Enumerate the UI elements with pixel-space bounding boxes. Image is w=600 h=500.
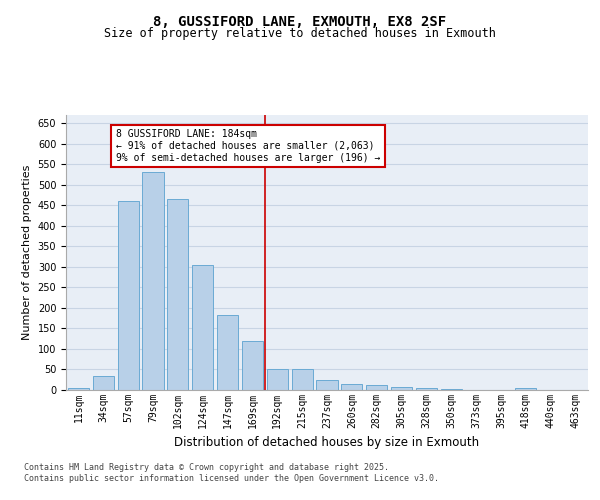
Bar bbox=[167, 199, 188, 390]
Bar bbox=[391, 386, 412, 390]
Text: Contains HM Land Registry data © Crown copyright and database right 2025.: Contains HM Land Registry data © Crown c… bbox=[24, 462, 389, 471]
Bar bbox=[441, 389, 462, 390]
Bar bbox=[267, 370, 288, 390]
Text: 8, GUSSIFORD LANE, EXMOUTH, EX8 2SF: 8, GUSSIFORD LANE, EXMOUTH, EX8 2SF bbox=[154, 15, 446, 29]
Bar bbox=[416, 388, 437, 390]
Bar bbox=[242, 340, 263, 390]
Bar bbox=[292, 370, 313, 390]
Text: Contains public sector information licensed under the Open Government Licence v3: Contains public sector information licen… bbox=[24, 474, 439, 483]
Text: 8 GUSSIFORD LANE: 184sqm
← 91% of detached houses are smaller (2,063)
9% of semi: 8 GUSSIFORD LANE: 184sqm ← 91% of detach… bbox=[116, 130, 380, 162]
Bar bbox=[217, 316, 238, 390]
Text: Size of property relative to detached houses in Exmouth: Size of property relative to detached ho… bbox=[104, 28, 496, 40]
Bar bbox=[366, 385, 387, 390]
Bar bbox=[142, 172, 164, 390]
Y-axis label: Number of detached properties: Number of detached properties bbox=[22, 165, 32, 340]
Bar bbox=[118, 201, 139, 390]
X-axis label: Distribution of detached houses by size in Exmouth: Distribution of detached houses by size … bbox=[175, 436, 479, 450]
Bar bbox=[93, 376, 114, 390]
Bar bbox=[316, 380, 338, 390]
Bar bbox=[341, 384, 362, 390]
Bar bbox=[192, 265, 213, 390]
Bar bbox=[515, 388, 536, 390]
Bar bbox=[68, 388, 89, 390]
